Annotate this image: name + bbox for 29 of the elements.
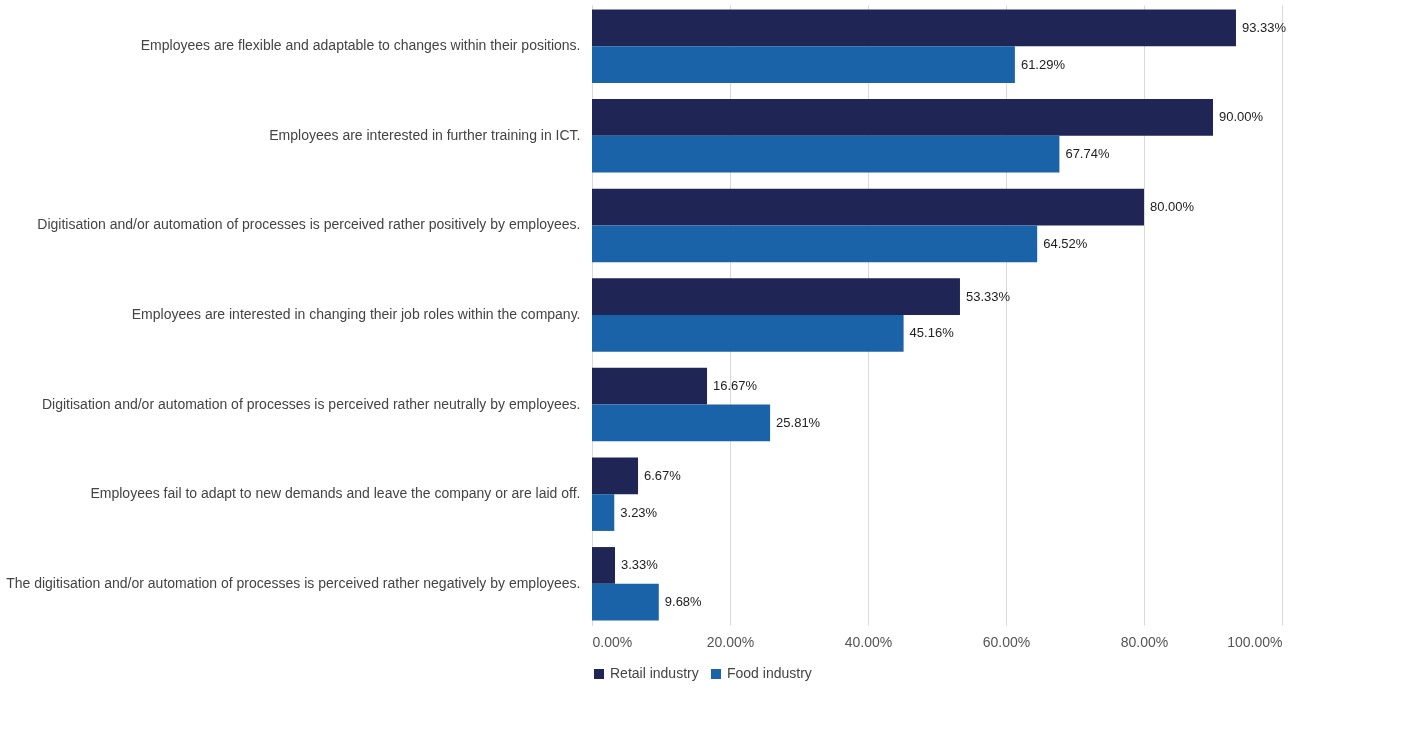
- legend-label: Food industry: [727, 665, 812, 681]
- y-tick-label: Employees are interested in changing their job roles within the company.: [131, 306, 581, 322]
- y-tick-label: The digitisation and/or automation of processes is perceived rather negatively by employees.: [6, 574, 581, 591]
- y-tick-label: Employees are flexible and adaptable to changes within their positions.: [140, 37, 581, 54]
- data-label: 25.81%: [776, 414, 821, 430]
- x-tick-label: 80.00%: [1120, 633, 1169, 650]
- data-label: 45.16%: [909, 325, 955, 341]
- data-label: 61.29%: [1020, 56, 1066, 72]
- x-tick-label: 20.00%: [706, 633, 755, 650]
- data-label: 67.74%: [1065, 146, 1110, 162]
- data-label: 90.00%: [1219, 109, 1264, 125]
- x-tick-label: 40.00%: [844, 633, 893, 650]
- y-tick-label: Digitisation and/or automation of processes is perceived rather positively by employees.: [37, 216, 581, 233]
- data-label: 53.33%: [965, 288, 1011, 304]
- y-tick-label: Employees are interested in further training in ICT.: [269, 126, 581, 143]
- y-tick-label: Digitisation and/or automation of processes is perceived rather neutrally by employees.: [41, 395, 581, 412]
- x-tick-label: 100.00%: [1227, 633, 1283, 650]
- data-label: 3.23%: [620, 504, 658, 520]
- y-tick-label: Employees fail to adapt to new demands and leave the company or are laid off.: [90, 485, 581, 502]
- data-label: 9.68%: [664, 594, 703, 610]
- data-label: 64.52%: [1043, 235, 1088, 251]
- data-label: 6.67%: [644, 467, 682, 483]
- data-label: 93.33%: [1241, 19, 1287, 35]
- data-label: 80.00%: [1150, 199, 1195, 215]
- legend-label: Retail industry: [610, 665, 699, 681]
- data-label: 3.33%: [620, 557, 659, 573]
- x-tick-label: 0.00%: [592, 633, 633, 650]
- x-tick-label: 60.00%: [982, 633, 1031, 650]
- data-label: 16.67%: [713, 378, 758, 394]
